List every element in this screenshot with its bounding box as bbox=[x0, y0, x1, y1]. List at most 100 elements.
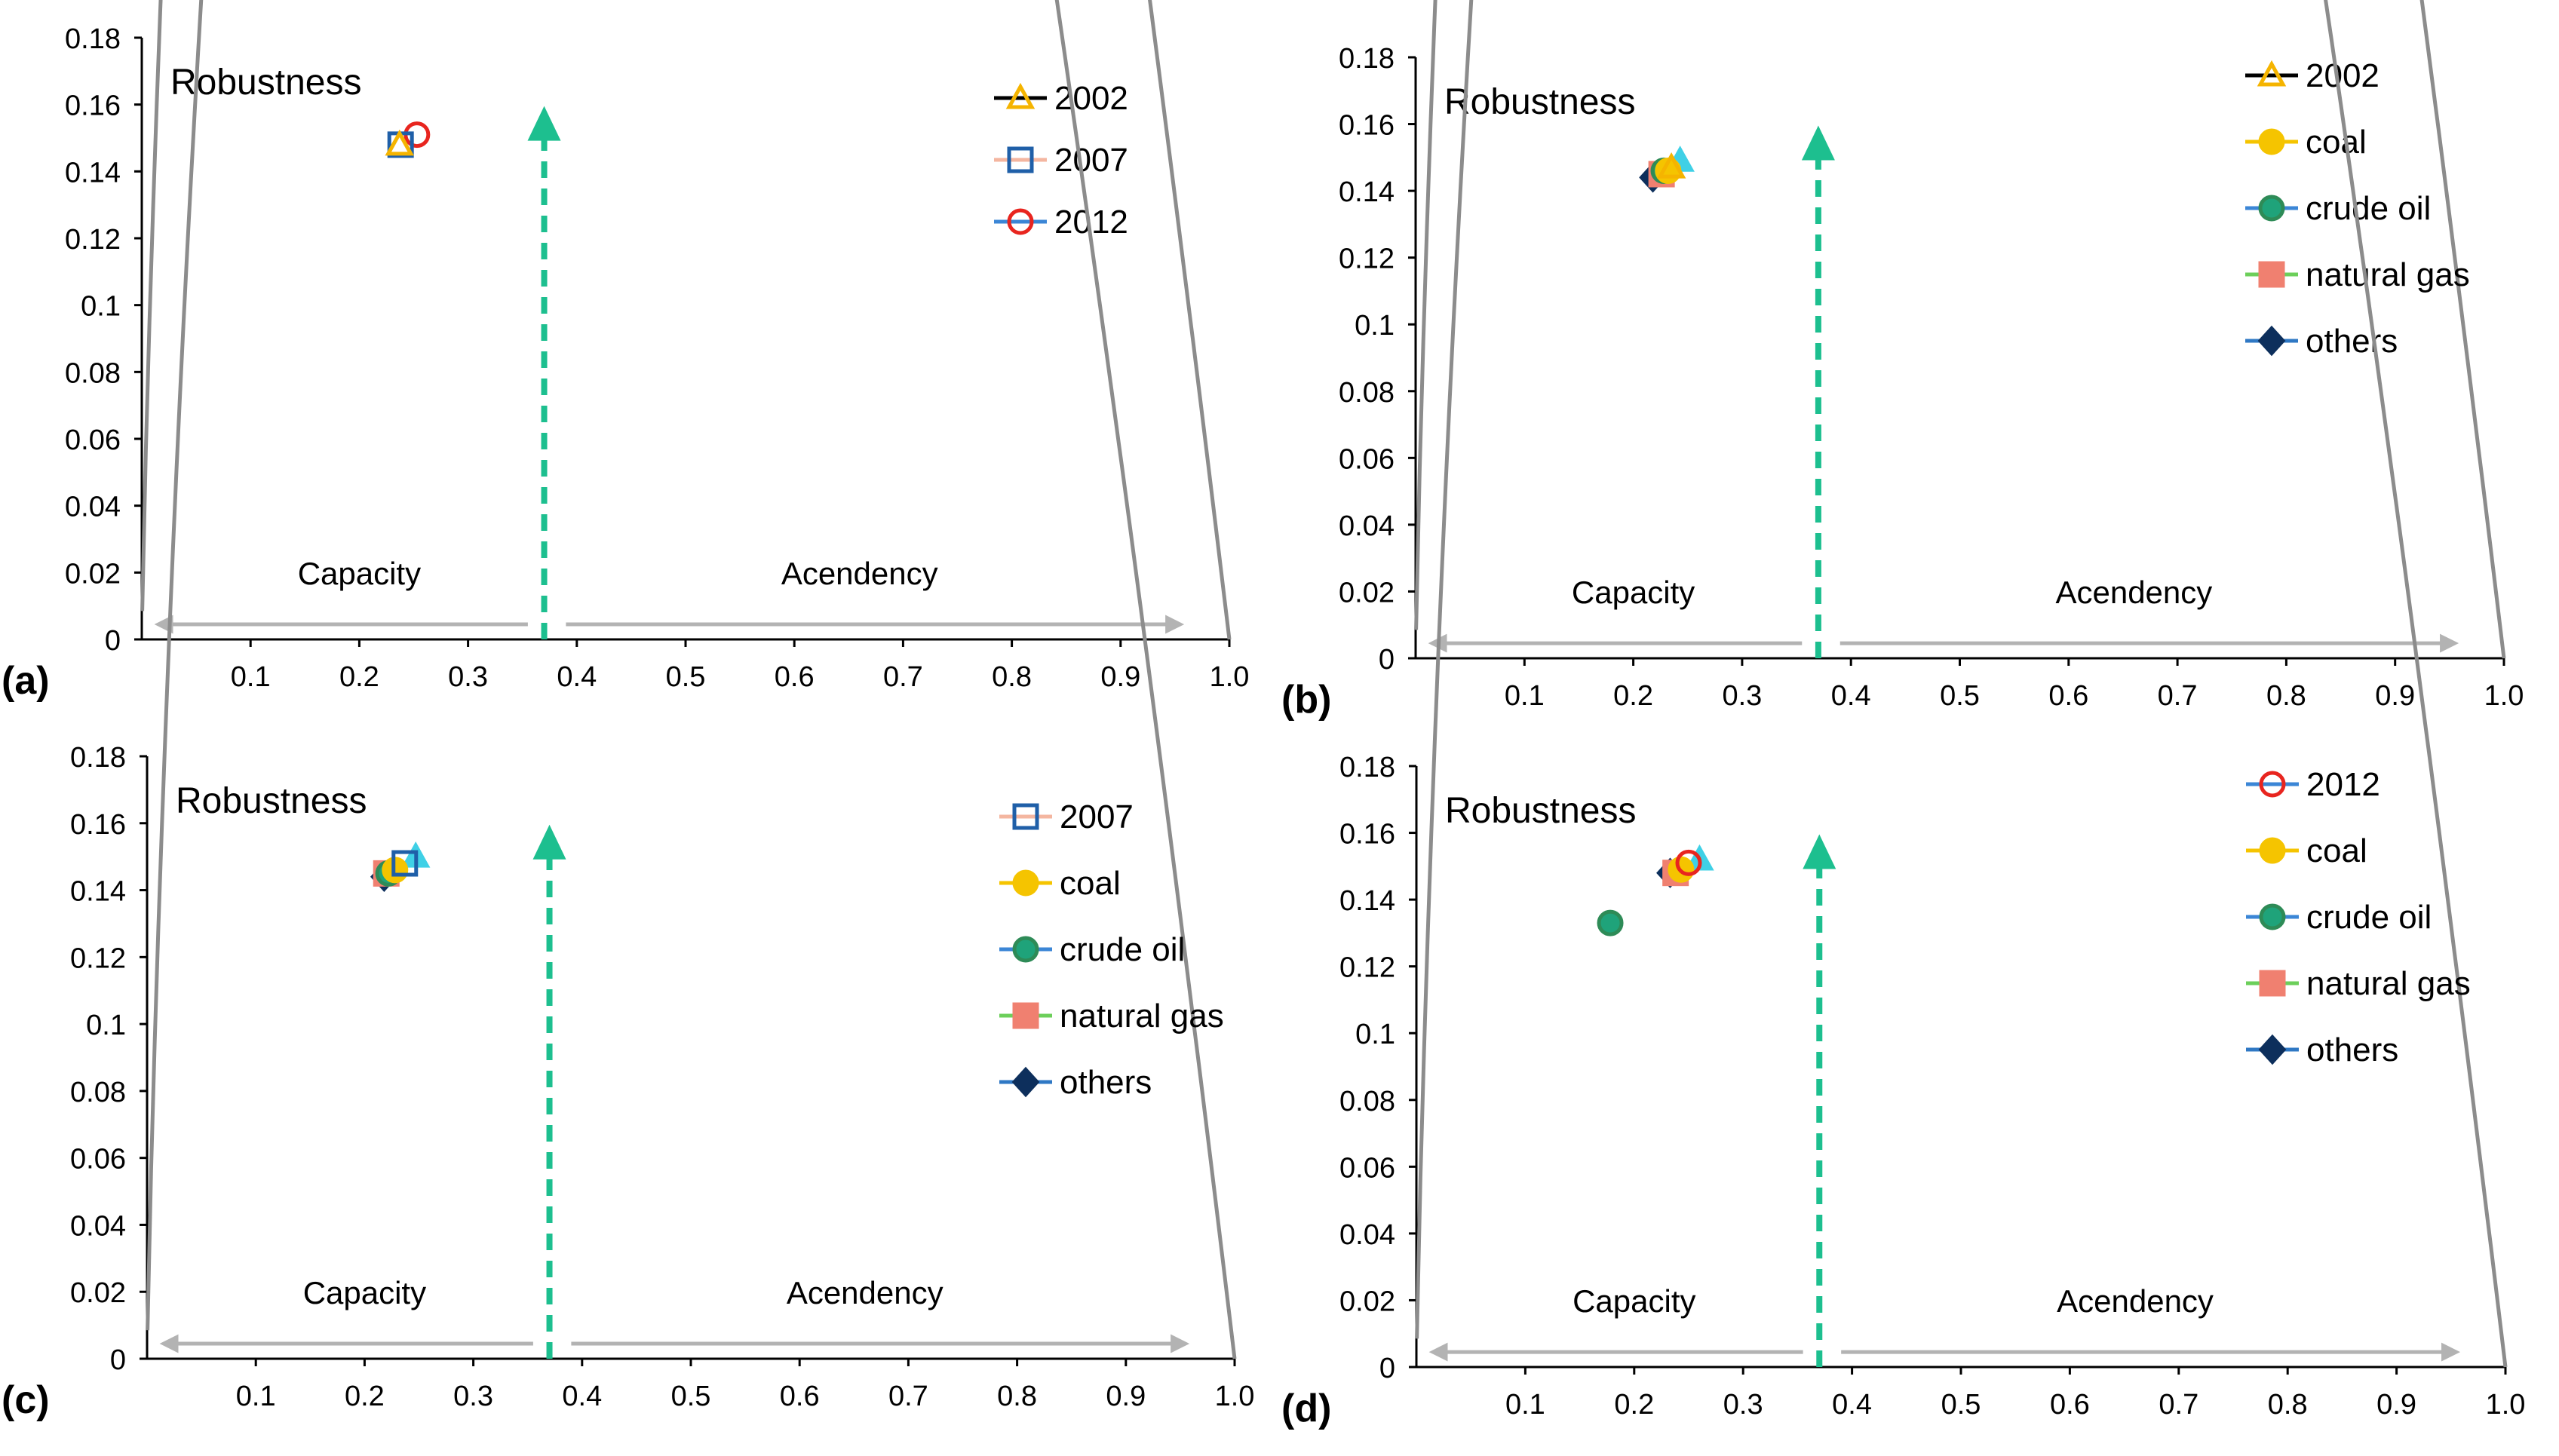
x-tick-label: 1.0 bbox=[2486, 1389, 2526, 1421]
legend-marker bbox=[2259, 970, 2286, 997]
y-tick-label: 0.14 bbox=[70, 876, 126, 908]
chart-panel-d: 0 0.02 0.04 0.06 0.08 0.1 0.12 0.14 0.16 0.18 0.1 0… bbox=[1280, 0, 2559, 1452]
x-tick-label: 0.4 bbox=[557, 661, 597, 693]
legend-label: natural gas bbox=[2306, 256, 2470, 293]
y-tick-label: 0.12 bbox=[70, 943, 126, 974]
x-tick-label: 0.4 bbox=[1831, 680, 1871, 712]
acendency-label: Acendency bbox=[2057, 1283, 2214, 1319]
legend-marker bbox=[2258, 1034, 2287, 1065]
legend-marker bbox=[2258, 128, 2285, 155]
y-tick-label: 0.02 bbox=[1339, 1286, 1395, 1317]
legend-marker bbox=[2258, 195, 2285, 222]
chart-panel-a: 0 0.02 0.04 0.06 0.08 0.1 0.12 0.14 0.16 0.18 0.1 0… bbox=[0, 0, 1280, 716]
y-tick-label: 0.14 bbox=[1339, 885, 1395, 917]
legend-marker bbox=[1007, 208, 1034, 235]
chart-panel-b: 0 0.02 0.04 0.06 0.08 0.1 0.12 0.14 0.16 0.18 0.1 0… bbox=[1280, 0, 2559, 722]
x-tick-label: 0.1 bbox=[231, 661, 271, 693]
y-tick-label: 0.04 bbox=[1339, 1219, 1395, 1251]
y-tick-label: 0 bbox=[110, 1344, 126, 1376]
y-tick-label: 0.08 bbox=[1339, 1086, 1395, 1117]
y-tick-label: 0.12 bbox=[1339, 952, 1395, 984]
capacity-label: Capacity bbox=[1573, 1283, 1695, 1319]
x-tick-label: 0.3 bbox=[453, 1381, 493, 1412]
y-tick-label: 0.12 bbox=[1339, 244, 1395, 275]
y-tick-label: 0 bbox=[1379, 1353, 1395, 1384]
x-tick-label: 0.9 bbox=[1106, 1381, 1146, 1412]
acendency-label: Acendency bbox=[787, 1275, 944, 1310]
x-tick-label: 0.4 bbox=[1832, 1389, 1872, 1421]
x-tick-label: 1.0 bbox=[2484, 680, 2524, 712]
chart-title: Robustness bbox=[1445, 791, 1636, 831]
data-point-2002 bbox=[1656, 152, 1686, 179]
legend-marker bbox=[2259, 771, 2286, 798]
chart-d-svg: 0 0.02 0.04 0.06 0.08 0.1 0.12 0.14 0.16 0.18 0.1 0… bbox=[1281, 0, 2526, 1430]
legend-marker bbox=[2258, 261, 2285, 288]
y-tick-label: 0.12 bbox=[65, 224, 121, 256]
y-tick-label: 0.06 bbox=[70, 1144, 126, 1176]
legend-label: 2002 bbox=[2306, 57, 2380, 94]
legend-label: 2007 bbox=[1054, 142, 1128, 179]
x-tick-label: 0.1 bbox=[1505, 680, 1545, 712]
capacity-label: Capacity bbox=[1572, 575, 1695, 610]
y-tick-label: 0.18 bbox=[1339, 43, 1395, 75]
y-tick-label: 0.16 bbox=[70, 809, 126, 841]
panel-label: (a) bbox=[2, 659, 50, 703]
data-point-2007 bbox=[391, 850, 419, 877]
acendency-label: Acendency bbox=[781, 556, 938, 591]
legend-marker bbox=[1011, 1066, 1040, 1098]
y-tick-label: 0.06 bbox=[1339, 443, 1395, 475]
legend-marker bbox=[1012, 936, 1039, 963]
y-tick-label: 0.06 bbox=[1339, 1152, 1395, 1184]
y-tick-label: 0.02 bbox=[65, 558, 121, 590]
x-tick-label: 0.6 bbox=[2048, 680, 2088, 712]
x-tick-label: 0.5 bbox=[1940, 680, 1980, 712]
legend-label: others bbox=[2306, 1031, 2398, 1068]
x-tick-label: 0.2 bbox=[1614, 1389, 1654, 1421]
x-tick-label: 0.2 bbox=[345, 1381, 385, 1412]
legend-marker bbox=[2259, 903, 2286, 930]
legend-label: coal bbox=[2306, 832, 2367, 869]
capacity-label: Capacity bbox=[298, 556, 421, 591]
legend-label: 2007 bbox=[1060, 799, 1134, 835]
x-tick-label: 0.8 bbox=[997, 1381, 1037, 1412]
x-tick-label: 0.5 bbox=[671, 1381, 711, 1412]
capacity-label: Capacity bbox=[303, 1275, 426, 1310]
legend-marker bbox=[2257, 325, 2286, 357]
data-point-crude-oil bbox=[1597, 909, 1624, 936]
y-tick-label: 0.04 bbox=[65, 492, 121, 523]
chart-a-svg: 0 0.02 0.04 0.06 0.08 0.1 0.12 0.14 0.16 0.18 0.1 0… bbox=[2, 0, 1250, 703]
x-tick-label: 0.6 bbox=[2050, 1389, 2090, 1421]
x-tick-label: 0.3 bbox=[448, 661, 488, 693]
y-tick-label: 0.02 bbox=[1339, 577, 1395, 608]
x-tick-label: 0.2 bbox=[339, 661, 379, 693]
chart-title: Robustness bbox=[170, 63, 361, 103]
x-tick-label: 0.6 bbox=[780, 1381, 820, 1412]
x-tick-label: 0.9 bbox=[2376, 1389, 2416, 1421]
y-tick-label: 0.08 bbox=[70, 1077, 126, 1108]
legend-label: natural gas bbox=[1060, 998, 1224, 1035]
x-tick-label: 0.5 bbox=[1941, 1389, 1981, 1421]
y-tick-label: 0.08 bbox=[65, 357, 121, 389]
x-tick-label: 0.5 bbox=[666, 661, 706, 693]
y-tick-label: 0.1 bbox=[81, 291, 121, 323]
x-tick-label: 1.0 bbox=[1210, 661, 1250, 693]
x-tick-label: 0.9 bbox=[1100, 661, 1140, 693]
panel-label: (b) bbox=[1281, 678, 1331, 722]
x-tick-label: 0.2 bbox=[1613, 680, 1653, 712]
peak-arrow-head bbox=[527, 106, 561, 141]
y-tick-label: 0.04 bbox=[1339, 510, 1395, 542]
y-tick-label: 0.14 bbox=[1339, 176, 1395, 208]
peak-arrow-head bbox=[1803, 834, 1836, 869]
x-tick-label: 0.7 bbox=[888, 1381, 928, 1412]
legend-label: crude oil bbox=[2306, 190, 2431, 227]
peak-arrow-head bbox=[532, 824, 566, 860]
x-tick-label: 0.7 bbox=[2158, 680, 2198, 712]
legend-marker bbox=[1012, 803, 1039, 830]
y-tick-label: 0.14 bbox=[65, 157, 121, 189]
x-tick-label: 0.9 bbox=[2375, 680, 2415, 712]
y-tick-label: 0.1 bbox=[1355, 1019, 1395, 1050]
chart-c-svg: 0 0.02 0.04 0.06 0.08 0.1 0.12 0.14 0.16 0.18 0.1 0… bbox=[2, 0, 1254, 1422]
x-tick-label: 0.7 bbox=[883, 661, 923, 693]
y-tick-label: 0 bbox=[1379, 644, 1395, 676]
